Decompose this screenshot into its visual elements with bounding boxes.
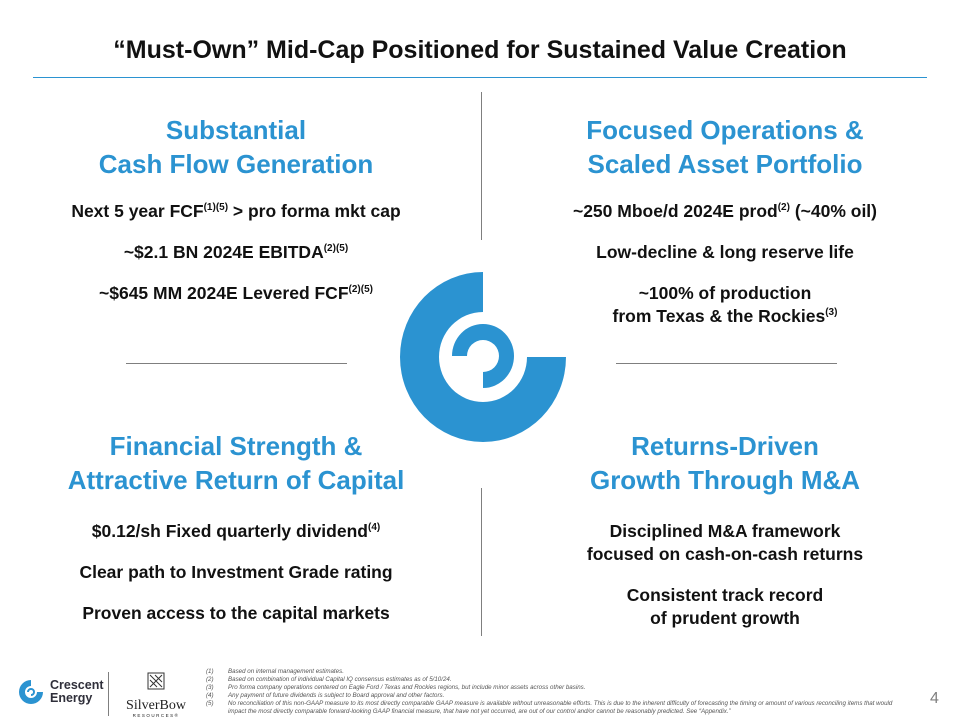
bullet-fcf: Next 5 year FCF(1)(5) > pro forma mkt ca…	[71, 201, 401, 221]
quadrant-financial-strength: Financial Strength & Attractive Return o…	[36, 429, 436, 643]
heading-line: Substantial	[165, 115, 307, 145]
bullet-texas-rockies: ~100% of production from Texas & the Rock…	[612, 283, 838, 326]
bullet-levered-fcf: ~$645 MM 2024E Levered FCF(2)(5)	[99, 283, 373, 303]
slide-title: “Must-Own” Mid-Cap Positioned for Sustai…	[113, 36, 847, 64]
footnotes: (1) Based on internal management estimate…	[206, 668, 911, 716]
divider-vertical-bottom	[481, 488, 482, 636]
footer-logo-divider	[108, 672, 109, 716]
footnote: (3) Pro forma company operations centered…	[206, 684, 586, 691]
crescent-energy-logo: Crescent Energy	[18, 679, 104, 705]
bullet-investment-grade: Clear path to Investment Grade rating	[79, 562, 393, 582]
divider-vertical-top	[481, 92, 482, 240]
heading-line: Financial Strength &	[109, 431, 363, 461]
bullet-ma-framework: Disciplined M&A framework focused on cash…	[586, 521, 864, 564]
crescent-ring-logo-icon	[400, 272, 566, 442]
silverbow-logo: SilverBow RESOURCES®	[114, 672, 198, 718]
silverbow-name: SilverBow	[126, 698, 186, 713]
heading-line: Cash Flow Generation	[98, 149, 374, 179]
footnote: (2) Based on combination of individual Ca…	[206, 676, 452, 683]
divider-horizontal-right	[616, 363, 837, 364]
silverbow-emblem-icon	[147, 672, 165, 690]
bullet-production: ~250 Mboe/d 2024E prod(2) (~40% oil)	[572, 201, 877, 221]
heading-m-and-a: Returns-Driven Growth Through M&A	[525, 429, 925, 497]
heading-line: Returns-Driven	[631, 431, 819, 461]
heading-operations: Focused Operations & Scaled Asset Portfo…	[525, 113, 925, 181]
heading-line: Scaled Asset Portfolio	[587, 149, 863, 179]
page-number: 4	[930, 690, 939, 707]
heading-line: Attractive Return of Capital	[67, 465, 405, 495]
bullet-ebitda: ~$2.1 BN 2024E EBITDA(2)(5)	[123, 242, 349, 262]
bullet-track-record: Consistent track record of prudent growth	[626, 585, 824, 628]
quadrant-m-and-a: Returns-Driven Growth Through M&A Discip…	[525, 429, 925, 648]
heading-line: Growth Through M&A	[589, 465, 861, 495]
footnote: (4) Any payment of future dividends is su…	[206, 692, 445, 699]
bullet-dividend: $0.12/sh Fixed quarterly dividend(4)	[91, 521, 381, 541]
brand-name-line: Crescent	[50, 678, 104, 692]
bullet-capital-markets: Proven access to the capital markets	[82, 603, 390, 623]
heading-cash-flow: Substantial Cash Flow Generation	[36, 113, 436, 181]
footnote: (5) No reconciliation of this non-GAAP me…	[206, 700, 893, 715]
heading-line: Focused Operations &	[586, 115, 864, 145]
crescent-logo-icon	[19, 680, 43, 704]
heading-financial-strength: Financial Strength & Attractive Return o…	[36, 429, 436, 497]
silverbow-subtitle: RESOURCES®	[132, 713, 180, 718]
quadrant-cash-flow: Substantial Cash Flow Generation Next 5 …	[36, 113, 436, 323]
footnote: (1) Based on internal management estimate…	[206, 668, 344, 675]
quadrant-operations: Focused Operations & Scaled Asset Portfo…	[525, 113, 925, 346]
brand-name-line: Energy	[50, 691, 93, 705]
bullet-low-decline: Low-decline & long reserve life	[596, 242, 854, 262]
divider-horizontal-left	[126, 363, 347, 364]
title-underline	[33, 77, 927, 78]
